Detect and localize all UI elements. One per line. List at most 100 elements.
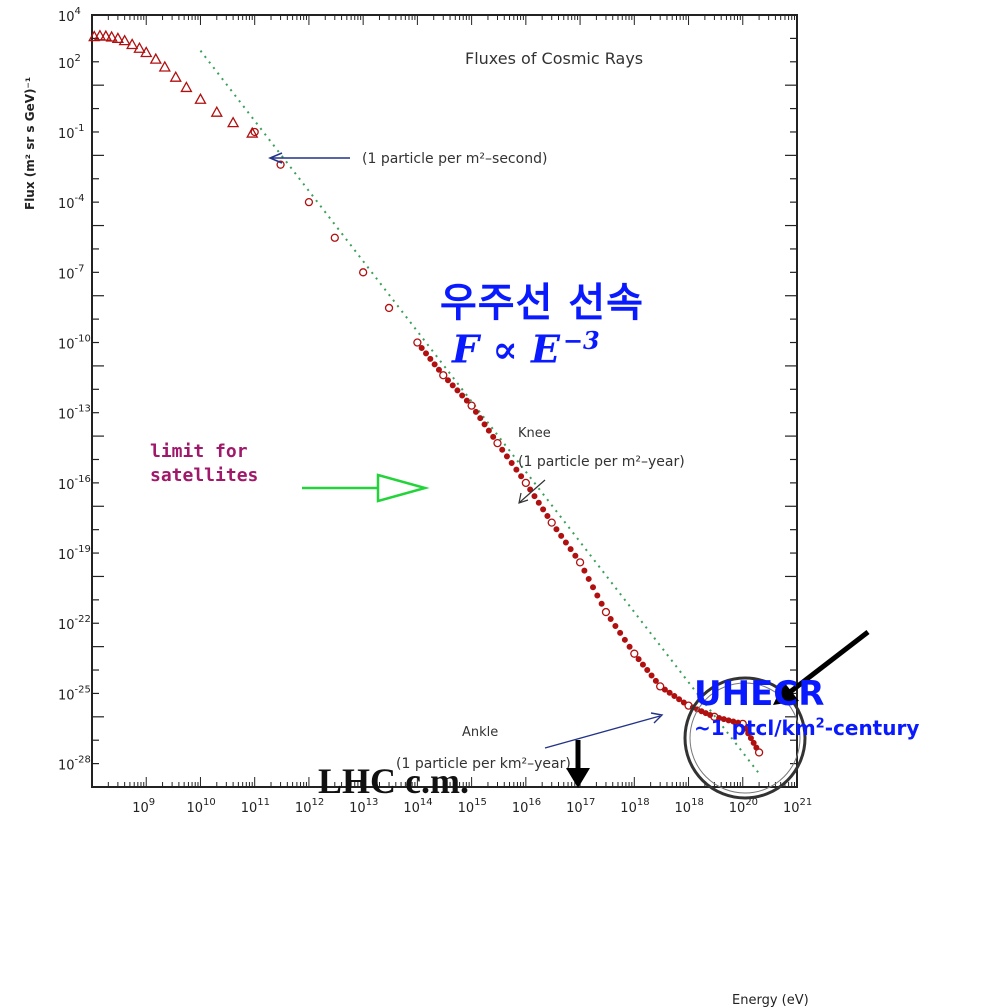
power-law-reference-line	[199, 50, 760, 775]
data-point-band	[567, 546, 574, 553]
knee-arrow	[519, 479, 546, 503]
data-point-band	[612, 622, 619, 629]
data-point-circle	[276, 160, 285, 169]
data-point-band	[431, 361, 438, 368]
data-point-band	[544, 513, 551, 520]
data-point-band	[485, 427, 492, 434]
data-point-triangle	[169, 70, 182, 82]
data-point-band	[607, 616, 614, 623]
y-tick-label: 10-22	[58, 614, 91, 633]
data-point-band	[527, 486, 534, 493]
y-tick-label: 10-1	[58, 123, 85, 142]
data-point-band	[750, 739, 757, 746]
data-point-band	[594, 592, 601, 599]
flux-formula: F ∝ E −3	[452, 326, 600, 372]
data-point-circle	[384, 303, 394, 313]
data-point-band	[508, 460, 515, 467]
y-tick-label: 10-28	[58, 755, 91, 774]
data-point-triangle	[133, 41, 146, 53]
x-axis-label: Energy (eV)	[732, 993, 809, 1008]
uhecr-arrowhead	[773, 682, 799, 705]
data-point-band	[503, 453, 510, 460]
knee-label: (1 particle per m²–year)	[518, 454, 685, 470]
y-tick-label: 102	[58, 53, 81, 72]
uhecr-arrow-shaft	[788, 630, 870, 694]
data-point-band	[562, 539, 569, 546]
y-tick-label: 10-19	[58, 544, 91, 563]
formula-base: F ∝ E	[452, 326, 560, 372]
ankle-arrowhead	[650, 712, 664, 724]
formula-exponent: −3	[562, 326, 600, 355]
data-point-band	[427, 355, 434, 362]
ankle-arrow	[544, 715, 661, 749]
x-tick-label: 1016	[512, 797, 541, 816]
data-point-band	[661, 686, 668, 693]
x-tick-labels: 109 1010 1011 1012 1013 1014 1015 1016 1017 1018 1…	[132, 797, 812, 816]
data-point-band	[747, 735, 754, 742]
data-point-triangle	[210, 105, 223, 117]
data-point-band	[581, 567, 588, 574]
data-point-band	[626, 643, 633, 650]
data-point-band	[617, 629, 624, 636]
data-point-circle	[359, 268, 368, 277]
uhecr-rate-post: -century	[824, 716, 920, 740]
data-point-band	[535, 499, 542, 506]
y-tick-label: 10-7	[58, 263, 85, 282]
data-point-circle	[413, 338, 422, 347]
ankle-label: (1 particle per km²–year)	[396, 756, 571, 772]
y-tick-label: 10-13	[58, 404, 91, 423]
data-point-triangle	[111, 32, 124, 44]
data-point-triangle	[149, 52, 162, 64]
satellite-line-2: satellites	[150, 465, 259, 486]
data-point-circle	[575, 558, 585, 567]
data-point-triangle	[158, 60, 171, 72]
data-point-band	[735, 719, 742, 726]
data-point-triangle	[93, 29, 107, 41]
korean-title: 우주선 선속	[440, 280, 644, 326]
data-point-band	[635, 656, 642, 663]
data-point-band	[671, 693, 678, 700]
data-point-band	[454, 387, 461, 394]
data-point-band	[753, 744, 760, 751]
plot-frame	[91, 14, 798, 788]
data-point-triangle	[105, 30, 118, 42]
data-point-band	[531, 493, 538, 500]
y-tick-label: 10-10	[58, 334, 91, 353]
data-point-band	[745, 730, 752, 737]
data-point-circle	[250, 127, 259, 137]
data-point-triangle	[227, 116, 240, 128]
data-point-band	[553, 526, 560, 533]
data-point-circle	[754, 748, 764, 757]
knee-title: Knee	[518, 426, 551, 441]
x-tick-label: 109	[132, 797, 155, 816]
data-points	[88, 29, 764, 757]
x-tick-label: 1013	[349, 797, 378, 816]
x-tick-label: 1018	[620, 797, 649, 816]
chart-title: Fluxes of Cosmic Rays	[465, 49, 643, 68]
data-point-band	[585, 575, 592, 582]
lhc-label: LHC c.m.	[318, 761, 469, 801]
x-tick-label: 1021	[783, 797, 812, 816]
data-point-band	[572, 552, 579, 559]
data-point-band	[644, 667, 651, 674]
lhc-arrowhead	[566, 768, 590, 788]
data-point-band	[459, 392, 466, 399]
uhecr-title: UHECR	[694, 674, 825, 714]
data-point-circle	[467, 401, 476, 410]
x-tick-label: 1015	[458, 797, 487, 816]
uhecr-rate-pre: ~1 ptcl/km	[694, 716, 816, 740]
data-point-band	[639, 661, 646, 668]
data-point-band	[707, 711, 714, 718]
x-tick-label: 1020	[729, 797, 758, 816]
y-axis-label: Flux (m² sr s GeV)⁻¹	[23, 77, 37, 210]
data-point-band	[598, 600, 605, 607]
data-point-band	[540, 506, 547, 513]
data-point-band	[423, 350, 430, 357]
data-point-band	[621, 636, 628, 643]
x-tick-label: 1017	[566, 797, 595, 816]
x-tick-label: 1012	[295, 797, 324, 816]
y-tick-labels: 104 102 10-1 10-4 10-7 10-10 10-13 10-16 10-19 10…	[58, 6, 91, 774]
data-point-circle	[493, 438, 502, 448]
y-tick-label: 104	[58, 6, 81, 25]
